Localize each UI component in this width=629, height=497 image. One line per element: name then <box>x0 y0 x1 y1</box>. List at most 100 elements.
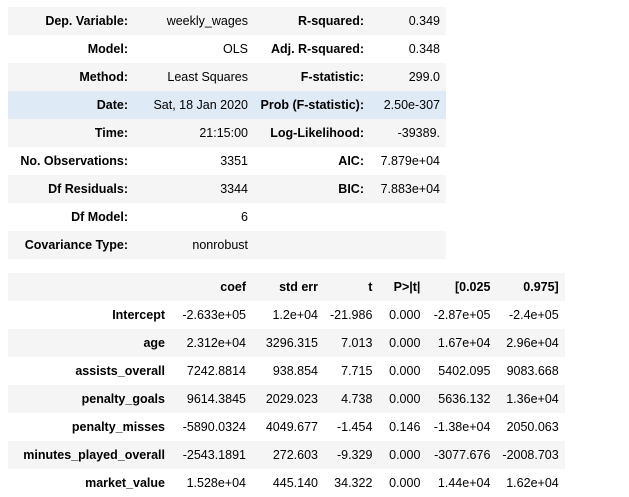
variable-name: Intercept <box>112 308 165 322</box>
summary-label: Adj. R-squared: <box>270 42 364 56</box>
summary-label: Time: <box>8 119 134 147</box>
std-err-value: 3296.315 <box>252 329 324 357</box>
summary-value: 3344 <box>134 175 254 203</box>
t-value: 4.738 <box>324 385 379 413</box>
model-summary-table: Dep. Variable: weekly_wages R-squared: 0… <box>8 7 446 259</box>
summary-row: Dep. Variable: weekly_wages R-squared: 0… <box>8 7 446 35</box>
ci-lower-value: 1.67e+04 <box>426 329 497 357</box>
summary-label: Df Residuals: <box>8 175 134 203</box>
summary-value: Sat, 18 Jan 2020 <box>134 91 254 119</box>
ci-lower-value: 5636.132 <box>426 385 497 413</box>
std-err-value: 1.2e+04 <box>272 308 318 322</box>
summary-label: F-statistic: <box>254 63 370 91</box>
summary-value: 6 <box>241 210 248 224</box>
summary-label: R-squared: <box>254 7 370 35</box>
summary-label: Method: <box>8 63 134 91</box>
column-header: t <box>324 273 379 301</box>
summary-label: AIC: <box>338 154 364 168</box>
ci-lower-value: 5402.095 <box>438 364 491 378</box>
variable-name: penalty_goals <box>8 385 171 413</box>
summary-label: Covariance Type: <box>8 231 134 259</box>
coef-value: 2.312e+04 <box>171 329 252 357</box>
coef-value: 9614.3845 <box>171 385 252 413</box>
ci-upper-value: 2050.063 <box>506 420 559 434</box>
ci-lower-value: -2.87e+05 <box>433 308 491 322</box>
ci-upper-value: 1.62e+04 <box>506 476 559 490</box>
column-header: P>|t| <box>378 273 427 301</box>
table-row: age 2.312e+04 3296.315 7.013 0.000 1.67e… <box>8 329 565 357</box>
std-err-value: 938.854 <box>272 364 318 378</box>
summary-value <box>370 203 446 231</box>
table-row: assists_overall 7242.8814 938.854 7.715 … <box>8 357 565 385</box>
ci-upper-value: 1.36e+04 <box>496 385 565 413</box>
summary-label: Dep. Variable: <box>8 7 134 35</box>
summary-value: Least Squares <box>134 63 254 91</box>
summary-value <box>370 231 446 259</box>
summary-value: 2.50e-307 <box>370 91 446 119</box>
summary-label <box>254 231 370 259</box>
std-err-value: 4049.677 <box>265 420 318 434</box>
summary-row: Df Model: 6 <box>8 203 446 231</box>
ci-upper-value: 9083.668 <box>506 364 559 378</box>
t-value: -1.454 <box>336 420 373 434</box>
summary-row-highlighted: Date: Sat, 18 Jan 2020 Prob (F-statistic… <box>8 91 446 119</box>
table-row: penalty_misses -5890.0324 4049.677 -1.45… <box>8 413 565 441</box>
summary-label: Prob (F-statistic): <box>254 91 370 119</box>
summary-row: No. Observations: 3351 AIC: 7.879e+04 <box>8 147 446 175</box>
table-row: minutes_played_overall -2543.1891 272.60… <box>8 441 565 469</box>
coef-value: -2543.1891 <box>171 441 252 469</box>
summary-label: Model: <box>87 42 128 56</box>
summary-label: Log-Likelihood: <box>254 119 370 147</box>
p-value: 0.000 <box>378 441 427 469</box>
summary-value: weekly_wages <box>134 7 254 35</box>
summary-value: 0.349 <box>370 7 446 35</box>
ci-upper-value: -2008.703 <box>496 441 565 469</box>
ci-lower-value: -1.38e+04 <box>433 420 491 434</box>
summary-row: Time: 21:15:00 Log-Likelihood: -39389. <box>8 119 446 147</box>
table-row: market_value 1.528e+04 445.140 34.322 0.… <box>8 469 565 497</box>
variable-name: minutes_played_overall <box>8 441 171 469</box>
p-value: 0.000 <box>389 476 421 490</box>
summary-value: -39389. <box>370 119 446 147</box>
p-value: 0.000 <box>389 308 421 322</box>
p-value: 0.000 <box>378 329 427 357</box>
std-err-value: 445.140 <box>272 476 318 490</box>
p-value: 0.000 <box>389 364 421 378</box>
variable-name: assists_overall <box>75 364 165 378</box>
summary-label: BIC: <box>254 175 370 203</box>
p-value: 0.000 <box>378 385 427 413</box>
ci-upper-value: -2.4e+05 <box>509 308 559 322</box>
variable-name: penalty_misses <box>71 420 165 434</box>
summary-label <box>254 203 370 231</box>
summary-label: No. Observations: <box>20 154 128 168</box>
column-header <box>8 273 171 301</box>
summary-value: OLS <box>222 42 248 56</box>
column-header: std err <box>252 273 324 301</box>
p-value: 0.146 <box>389 420 421 434</box>
variable-name: market_value <box>85 476 165 490</box>
summary-row: Covariance Type: nonrobust <box>8 231 446 259</box>
table-row: Intercept -2.633e+05 1.2e+04 -21.986 0.0… <box>8 301 565 329</box>
summary-value: 0.348 <box>408 42 440 56</box>
t-value: 7.013 <box>324 329 379 357</box>
summary-label: Date: <box>8 91 134 119</box>
column-header: coef <box>171 273 252 301</box>
summary-row: Method: Least Squares F-statistic: 299.0 <box>8 63 446 91</box>
t-value: 7.715 <box>341 364 373 378</box>
ci-lower-value: 1.44e+04 <box>437 476 491 490</box>
summary-value: 21:15:00 <box>134 119 254 147</box>
summary-value: 7.879e+04 <box>380 154 440 168</box>
variable-name: age <box>8 329 171 357</box>
summary-row: Model: OLS Adj. R-squared: 0.348 <box>8 35 446 63</box>
summary-value: 299.0 <box>370 63 446 91</box>
coef-value: -2.633e+05 <box>182 308 246 322</box>
column-header: 0.975] <box>496 273 565 301</box>
t-value: -21.986 <box>330 308 373 322</box>
t-value: 34.322 <box>334 476 373 490</box>
coefficients-header-row: coef std err t P>|t| [0.025 0.975] <box>8 273 565 301</box>
coef-value: 7242.8814 <box>186 364 246 378</box>
summary-label: Df Model: <box>71 210 128 224</box>
coef-value: -5890.0324 <box>182 420 246 434</box>
summary-value: 3351 <box>220 154 248 168</box>
std-err-value: 2029.023 <box>252 385 324 413</box>
